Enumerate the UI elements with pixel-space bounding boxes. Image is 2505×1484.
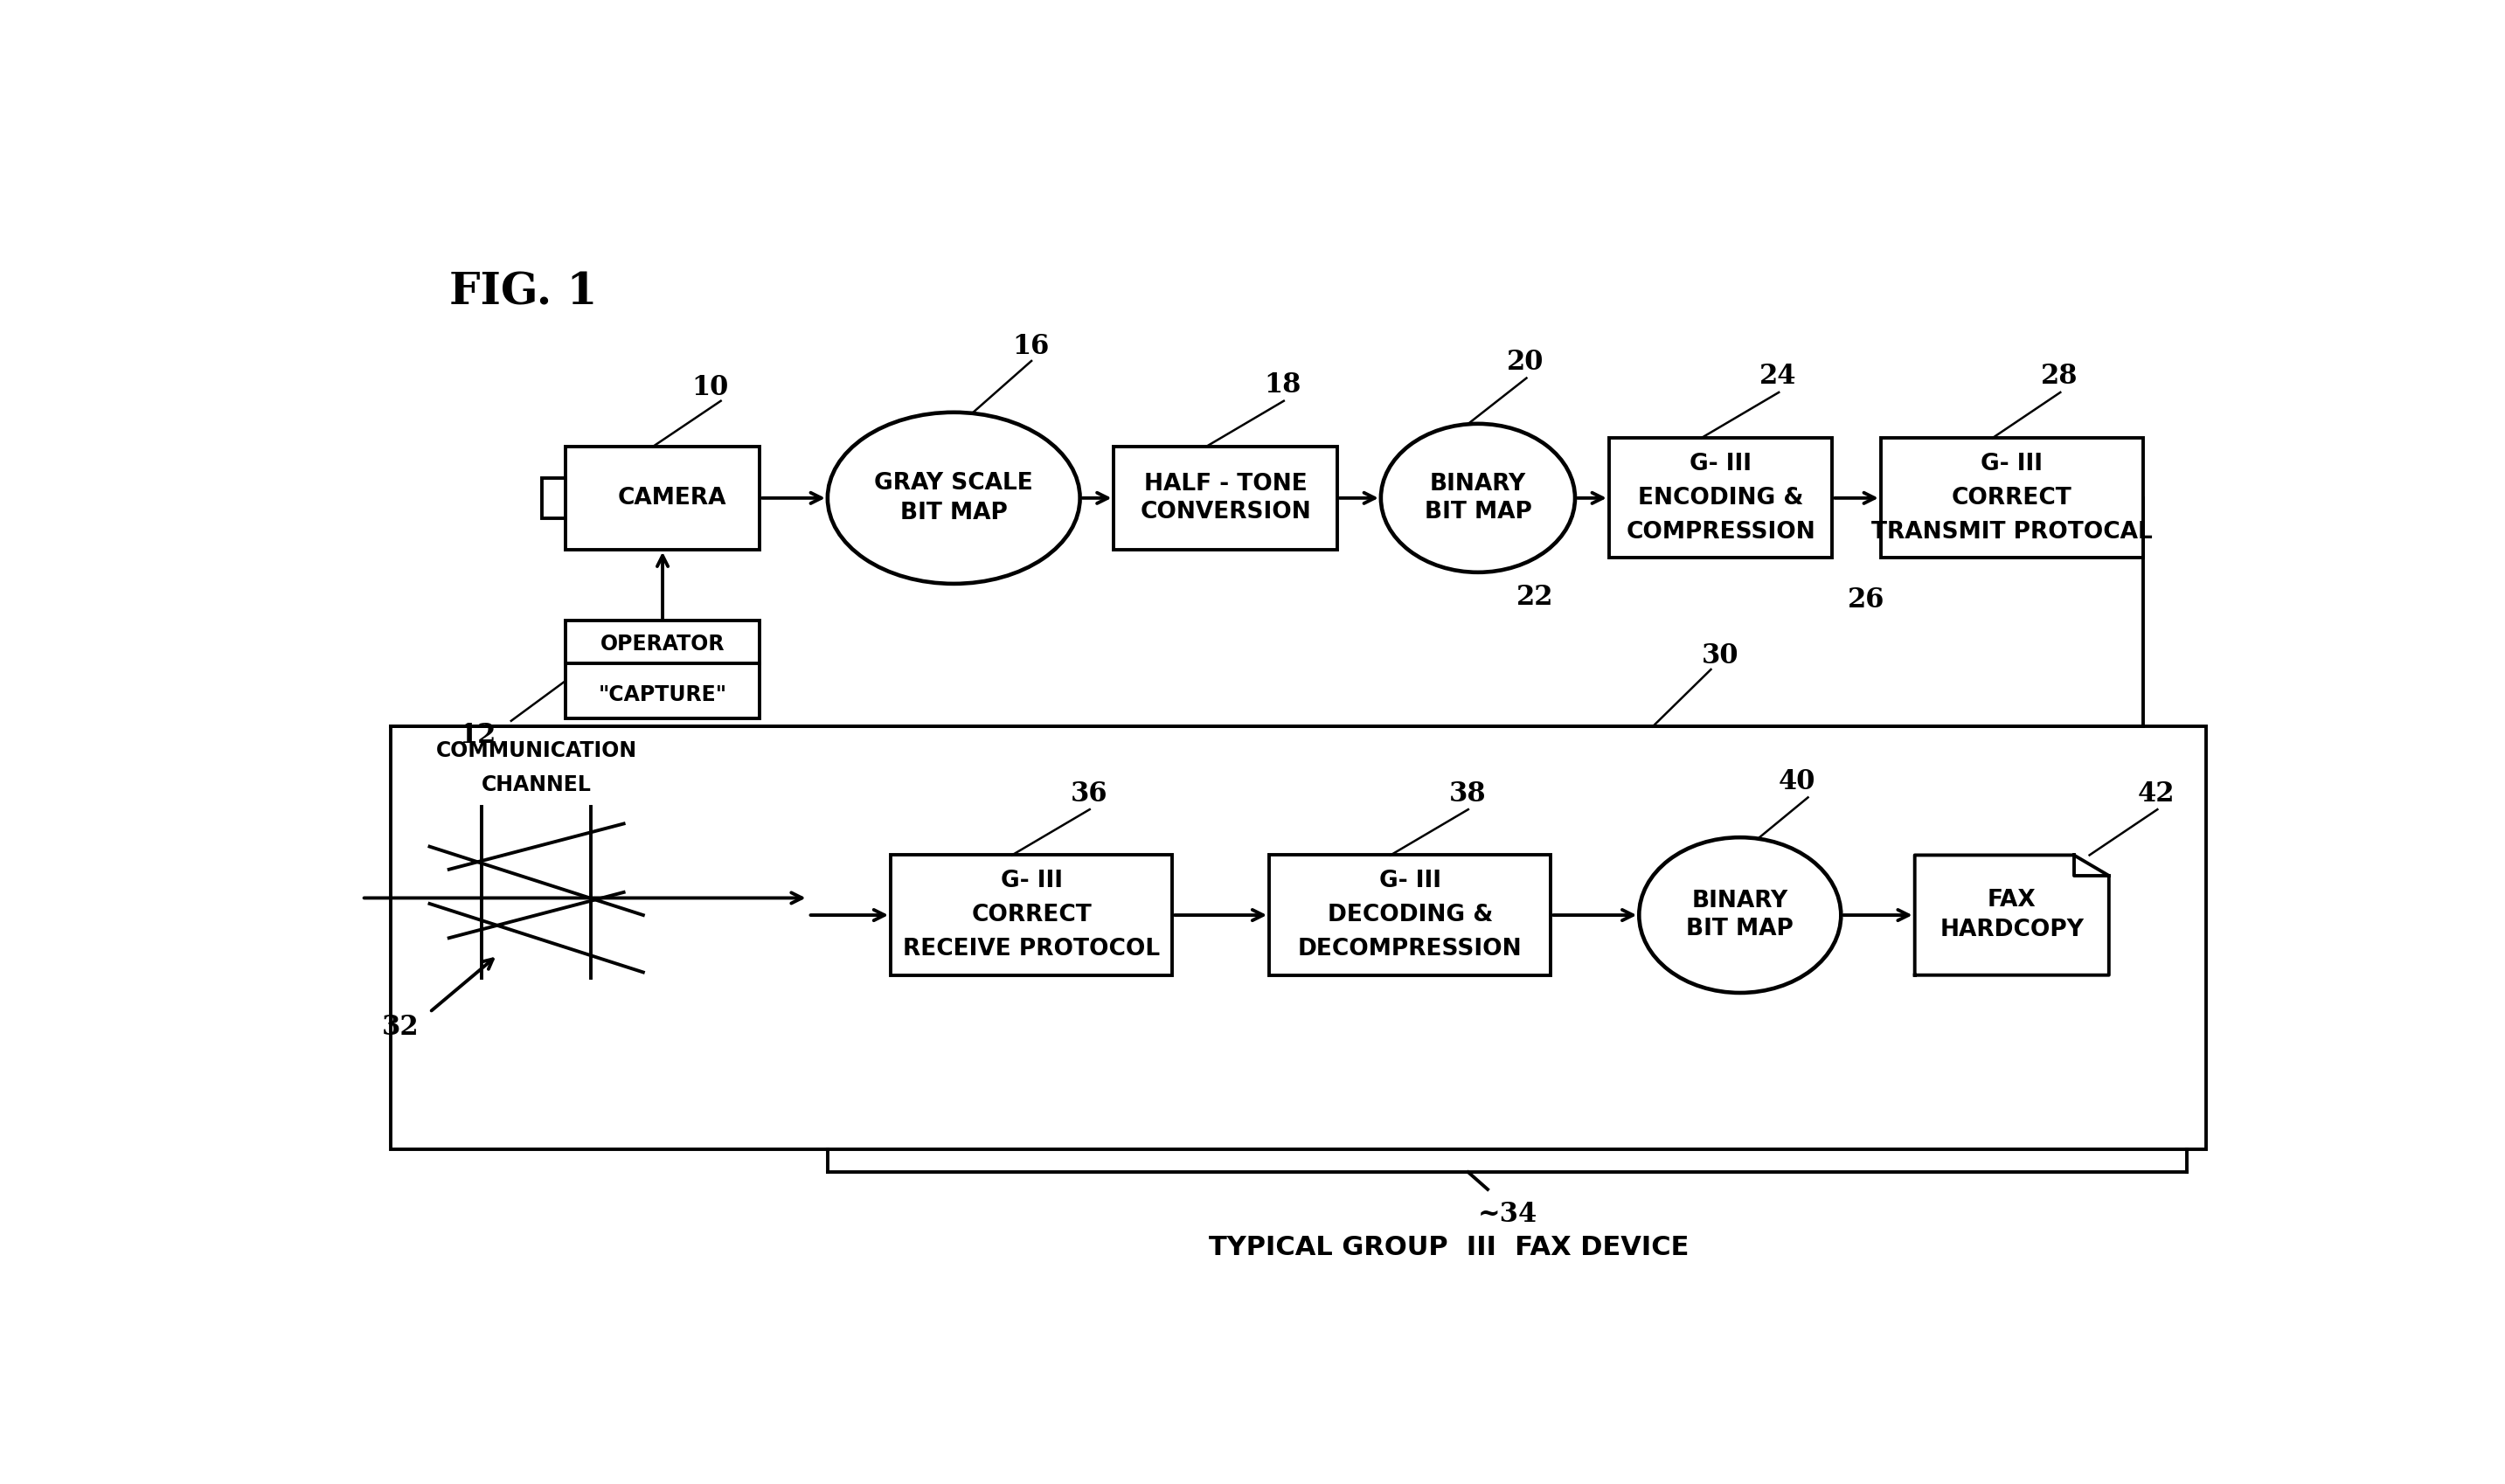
Text: TYPICAL GROUP  III  FAX DEVICE: TYPICAL GROUP III FAX DEVICE — [1210, 1235, 1688, 1260]
Text: 40: 40 — [1779, 769, 1816, 795]
Text: DECOMPRESSION: DECOMPRESSION — [1298, 938, 1523, 960]
Text: 10: 10 — [691, 374, 729, 401]
Text: BIT MAP: BIT MAP — [899, 502, 1007, 524]
Text: HARDCOPY: HARDCOPY — [1939, 919, 2084, 941]
Bar — [892, 855, 1172, 975]
Text: CORRECT: CORRECT — [972, 904, 1092, 926]
Text: DECODING &: DECODING & — [1328, 904, 1493, 926]
Text: 22: 22 — [1516, 583, 1553, 611]
Text: CONVERSION: CONVERSION — [1140, 500, 1310, 522]
Ellipse shape — [827, 413, 1080, 583]
Text: G- III: G- III — [1981, 453, 2044, 475]
Text: G- III: G- III — [1378, 870, 1440, 892]
Ellipse shape — [1638, 837, 1841, 993]
Text: OPERATOR: OPERATOR — [601, 634, 724, 654]
Text: FAX: FAX — [1986, 889, 2037, 911]
Text: CORRECT: CORRECT — [1951, 487, 2072, 509]
Text: BINARY: BINARY — [1691, 890, 1789, 913]
Bar — [1881, 438, 2142, 558]
Bar — [541, 478, 566, 518]
Text: 42: 42 — [2139, 781, 2174, 807]
Bar — [391, 727, 2207, 1149]
Text: COMMUNICATION: COMMUNICATION — [436, 741, 636, 761]
Text: 36: 36 — [1070, 781, 1107, 807]
Text: COMPRESSION: COMPRESSION — [1626, 521, 1816, 543]
Text: BIT MAP: BIT MAP — [1686, 917, 1794, 941]
Text: 38: 38 — [1448, 781, 1485, 807]
Text: ENCODING &: ENCODING & — [1638, 487, 1804, 509]
Text: 30: 30 — [1701, 643, 1738, 669]
Polygon shape — [1914, 855, 2109, 975]
Text: FIG. 1: FIG. 1 — [448, 272, 596, 313]
Text: TRANSMIT PROTOCAL: TRANSMIT PROTOCAL — [1871, 521, 2152, 543]
Text: 28: 28 — [2042, 364, 2079, 390]
Text: 20: 20 — [1508, 349, 1543, 375]
Text: ~34: ~34 — [1478, 1201, 1538, 1227]
Text: 18: 18 — [1265, 371, 1303, 399]
Text: 26: 26 — [1849, 586, 1884, 614]
Text: BINARY: BINARY — [1430, 473, 1526, 496]
Text: CHANNEL: CHANNEL — [481, 775, 591, 795]
Bar — [566, 447, 759, 549]
Text: HALF - TONE: HALF - TONE — [1145, 473, 1308, 496]
Text: 24: 24 — [1759, 364, 1796, 390]
Text: 16: 16 — [1012, 332, 1050, 359]
Bar — [1270, 855, 1551, 975]
Bar — [566, 620, 759, 718]
Text: BIT MAP: BIT MAP — [1425, 500, 1531, 522]
Bar — [1115, 447, 1338, 549]
Text: GRAY SCALE: GRAY SCALE — [874, 472, 1032, 494]
Text: RECEIVE PROTOCOL: RECEIVE PROTOCOL — [902, 938, 1160, 960]
Bar — [1608, 438, 1831, 558]
Text: G- III: G- III — [1688, 453, 1751, 475]
Ellipse shape — [1380, 424, 1576, 573]
Text: "CAPTURE": "CAPTURE" — [599, 684, 726, 705]
Text: 32: 32 — [381, 1014, 418, 1040]
Text: CAMERA: CAMERA — [619, 487, 726, 509]
Text: G- III: G- III — [999, 870, 1062, 892]
Text: 12: 12 — [458, 723, 496, 749]
